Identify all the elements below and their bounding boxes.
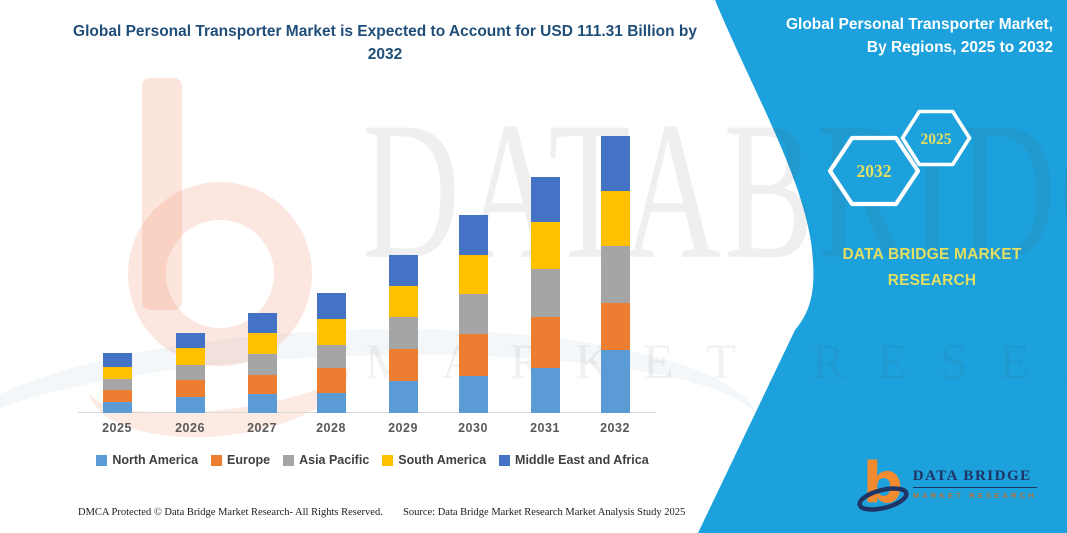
legend-swatch-south-america	[382, 454, 394, 466]
logo-b-icon: b	[857, 456, 909, 513]
bar-2028-north-america	[316, 392, 346, 413]
legend-label-north-america: North America	[112, 453, 199, 467]
bar-2031-south-america	[530, 221, 560, 269]
bar-2032-asia-pacific	[600, 245, 630, 303]
tick-label-2032: 2032	[600, 421, 630, 435]
logo-name-text: DATA BRIDGE	[912, 468, 1037, 488]
bar-2028-europe	[316, 367, 346, 393]
legend-swatch-middle-east-and-africa	[499, 454, 511, 466]
side-panel-background	[698, 0, 1067, 533]
bar-2031-asia-pacific	[530, 268, 560, 318]
bar-2030-middle-east-and-africa	[458, 214, 488, 256]
hexagon-2032	[827, 135, 921, 207]
legend-item-south-america: South America	[382, 453, 486, 467]
panel-title: Global Personal Transporter Market, By R…	[723, 13, 1053, 59]
bar-2029-south-america	[388, 285, 418, 318]
legend-swatch-europe	[211, 454, 223, 466]
legend-swatch-asia-pacific	[283, 454, 295, 466]
bar-2027-middle-east-and-africa	[247, 313, 277, 334]
dmca-copyright-text: DMCA Protected © Data Bridge Market Rese…	[78, 507, 383, 518]
bar-2030-europe	[458, 334, 488, 377]
bar-2026-south-america	[175, 348, 205, 366]
brand-name-line2: RESEARCH	[887, 272, 977, 289]
watermark-logo-bowl	[128, 182, 312, 366]
bar-2032-europe	[600, 302, 630, 350]
brand-name-text: DATA BRIDGE MARKET RESEARCH	[817, 242, 1047, 294]
brand-name-line1: DATA BRIDGE MARKET	[842, 246, 1022, 263]
bar-2030-asia-pacific	[458, 293, 488, 335]
bar-2031-middle-east-and-africa	[530, 176, 560, 222]
tick-label-2030: 2030	[458, 421, 488, 435]
bar-2025-europe	[102, 389, 132, 403]
hexagon-2032-label: 2032	[857, 161, 892, 181]
bar-2028-asia-pacific	[316, 345, 346, 368]
bar-2027-north-america	[247, 393, 277, 413]
bar-2029-north-america	[388, 381, 418, 413]
legend-label-south-america: South America	[398, 453, 487, 467]
bar-2028-middle-east-and-africa	[316, 293, 346, 320]
legend-item-middle-east-and-africa: Middle East and Africa	[499, 453, 649, 467]
chart-legend: North America Europe Asia Pacific South Ame…	[60, 453, 685, 467]
year-hexagons: 2032 2025	[827, 109, 972, 207]
bar-2025-asia-pacific	[102, 378, 132, 390]
bar-2031-europe	[530, 317, 560, 368]
bar-2025-south-america	[102, 366, 132, 379]
legend-item-north-america: North America	[96, 453, 198, 467]
bar-2027-south-america	[247, 333, 277, 355]
bar-2032-middle-east-and-africa	[600, 136, 630, 191]
bar-2026-north-america	[175, 397, 205, 413]
bar-2029-asia-pacific	[388, 317, 418, 350]
bar-2025-north-america	[102, 402, 132, 413]
bar-2032-north-america	[600, 349, 630, 413]
tick-label-2031: 2031	[530, 421, 560, 435]
bar-2026-middle-east-and-africa	[175, 333, 205, 349]
watermark-logo-stem	[142, 78, 182, 310]
legend-label-asia-pacific: Asia Pacific	[299, 453, 370, 467]
tick-label-2026: 2026	[175, 421, 205, 435]
source-text: Source: Data Bridge Market Research Mark…	[403, 507, 686, 518]
bar-2032-south-america	[600, 190, 630, 246]
bar-2030-south-america	[458, 255, 488, 294]
logo-swoosh-icon	[857, 486, 909, 512]
legend-item-asia-pacific: Asia Pacific	[283, 453, 369, 467]
x-axis-line	[78, 412, 656, 413]
bar-2031-north-america	[530, 367, 560, 413]
hexagon-2025-label: 2025	[921, 131, 952, 148]
tick-label-2025: 2025	[102, 421, 132, 435]
bar-2028-south-america	[316, 319, 346, 346]
bar-2026-europe	[175, 380, 205, 398]
company-logo: b DATA BRIDGE MARKET RESEARCH	[857, 456, 1037, 513]
bar-2029-middle-east-and-africa	[388, 255, 418, 286]
legend-item-europe: Europe	[211, 453, 270, 467]
bar-2027-europe	[247, 374, 277, 394]
bar-2029-europe	[388, 349, 418, 382]
panel-title-line1: Global Personal Transporter Market,	[785, 16, 1053, 33]
logo-tagline-text: MARKET RESEARCH	[912, 491, 1037, 500]
chart-title: Global Personal Transporter Market is Ex…	[73, 23, 697, 63]
legend-swatch-north-america	[96, 454, 108, 466]
legend-label-europe: Europe	[227, 453, 271, 467]
bar-2025-middle-east-and-africa	[102, 352, 132, 367]
legend-label-middle-east-and-africa: Middle East and Africa	[515, 453, 649, 467]
bar-2030-north-america	[458, 376, 488, 413]
panel-title-line2: By Regions, 2025 to 2032	[866, 39, 1053, 56]
bar-2027-asia-pacific	[247, 354, 277, 375]
tick-label-2027: 2027	[247, 421, 277, 435]
tick-label-2029: 2029	[388, 421, 418, 435]
hexagon-2025	[900, 109, 972, 167]
bar-2026-asia-pacific	[175, 365, 205, 381]
tick-label-2028: 2028	[316, 421, 346, 435]
